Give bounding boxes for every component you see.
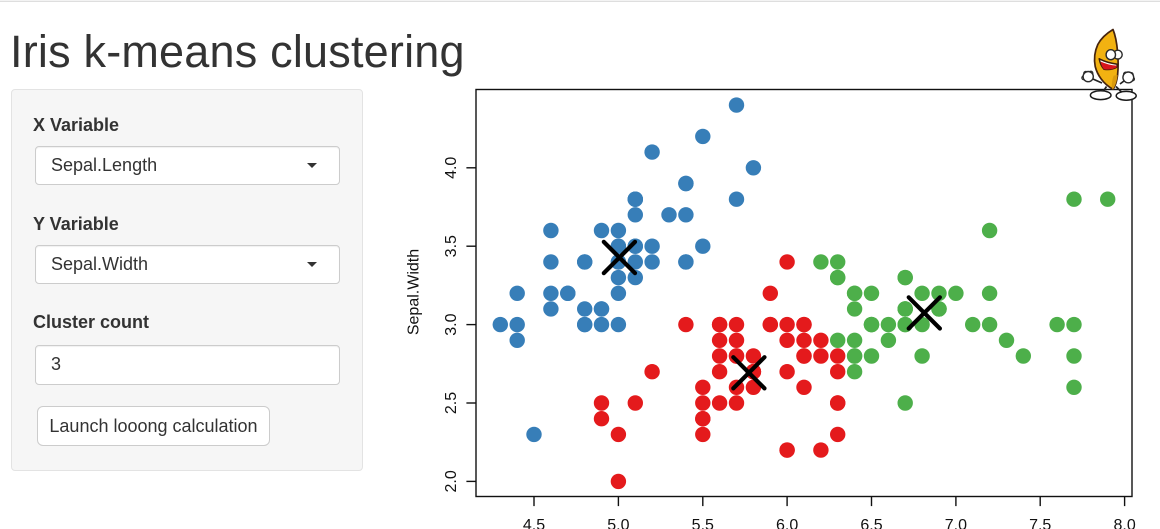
svg-text:7.5: 7.5 [1029,517,1051,529]
svg-text:Sepal.Width: Sepal.Width [406,249,423,335]
svg-text:8.0: 8.0 [1113,517,1135,529]
svg-text:2.0: 2.0 [443,470,460,492]
svg-text:7.0: 7.0 [945,517,967,529]
svg-text:2.5: 2.5 [443,392,460,414]
svg-text:6.0: 6.0 [776,517,798,529]
svg-text:5.0: 5.0 [607,517,629,529]
svg-text:4.5: 4.5 [523,517,545,529]
svg-text:3.5: 3.5 [443,235,460,257]
svg-text:4.0: 4.0 [443,157,460,179]
svg-text:3.0: 3.0 [443,313,460,335]
svg-text:6.5: 6.5 [860,517,882,529]
svg-text:5.5: 5.5 [692,517,714,529]
